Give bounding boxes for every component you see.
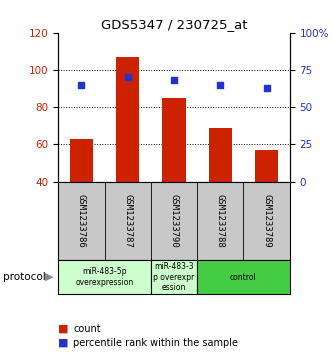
- Bar: [255, 150, 278, 182]
- Text: GSM1233790: GSM1233790: [169, 194, 178, 248]
- Text: GSM1233789: GSM1233789: [262, 194, 271, 248]
- Text: GSM1233787: GSM1233787: [123, 194, 132, 248]
- Point: [171, 77, 176, 83]
- Bar: [197, 260, 290, 294]
- Point: [264, 85, 269, 91]
- Text: miR-483-5p
overexpression: miR-483-5p overexpression: [76, 267, 134, 287]
- Bar: [70, 139, 93, 182]
- Text: ■: ■: [58, 323, 69, 334]
- Point: [79, 82, 84, 88]
- Title: GDS5347 / 230725_at: GDS5347 / 230725_at: [101, 19, 247, 32]
- Text: ■: ■: [58, 338, 69, 348]
- Text: GSM1233788: GSM1233788: [216, 194, 225, 248]
- Text: protocol: protocol: [3, 272, 46, 282]
- Bar: [151, 260, 197, 294]
- Bar: [116, 57, 139, 182]
- Text: GSM1233786: GSM1233786: [77, 194, 86, 248]
- Bar: [58, 260, 151, 294]
- Point: [218, 82, 223, 88]
- Text: count: count: [73, 323, 101, 334]
- Text: control: control: [230, 273, 257, 282]
- Text: miR-483-3
p overexpr
ession: miR-483-3 p overexpr ession: [154, 262, 194, 292]
- Bar: [163, 98, 185, 182]
- Point: [125, 74, 131, 80]
- Text: percentile rank within the sample: percentile rank within the sample: [73, 338, 238, 348]
- Text: ▶: ▶: [45, 272, 54, 282]
- Bar: [209, 128, 232, 182]
